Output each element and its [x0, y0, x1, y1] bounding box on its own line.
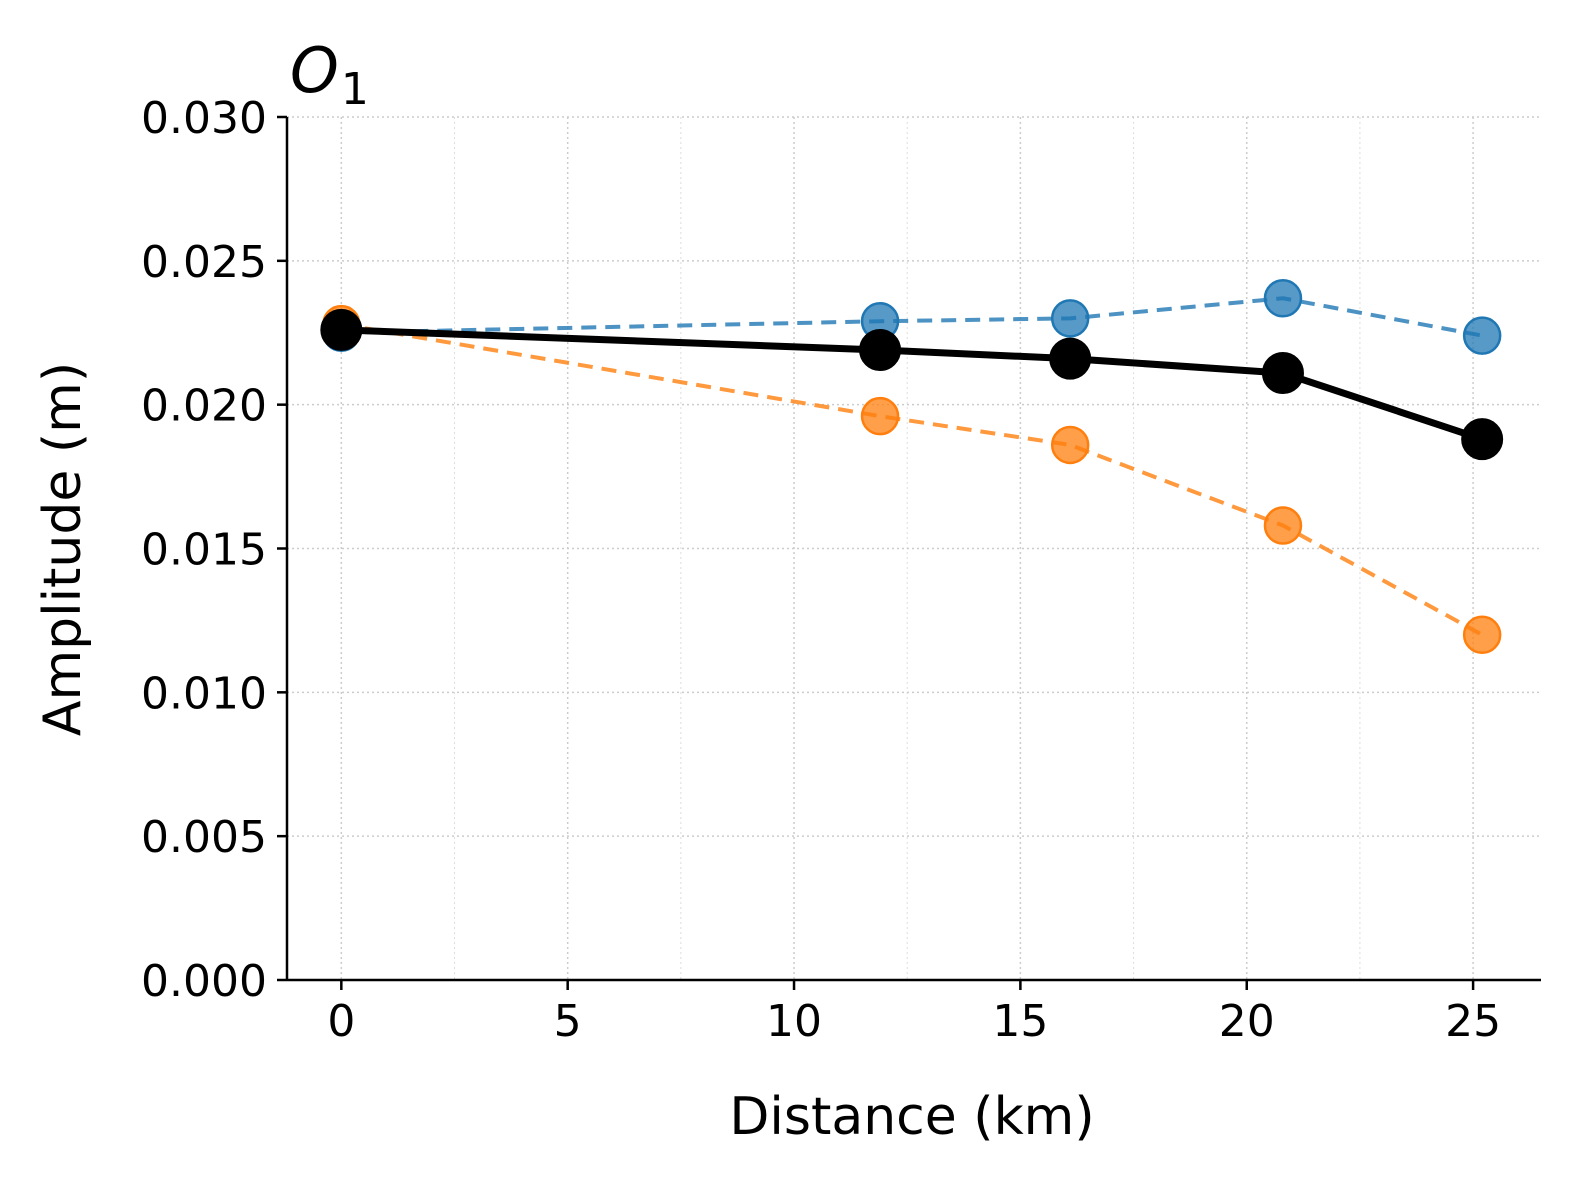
data-point-black-solid	[320, 308, 363, 351]
series-blue-dashed	[322, 278, 1502, 355]
y-tick-label: 0.005	[141, 812, 267, 863]
x-tick-label: 5	[554, 996, 582, 1047]
y-tick-label: 0.000	[141, 956, 267, 1007]
series-layer	[320, 278, 1504, 655]
series-black-solid	[320, 308, 1504, 461]
data-point-black-solid	[1049, 337, 1092, 380]
series-line-orange-dashed	[340, 322, 1484, 637]
data-point-blue-dashed	[1263, 278, 1303, 318]
data-point-blue-dashed	[1050, 299, 1090, 338]
y-ticks: 0.000 0.005 0.010 0.015 0.020 0.025 0.030	[141, 93, 287, 1007]
x-axis-label: Distance (km)	[729, 1087, 1094, 1147]
x-ticks: 0 5 10 15 20 25	[327, 980, 1501, 1047]
grid	[287, 116, 1541, 981]
data-point-orange-dashed	[860, 396, 900, 436]
x-tick-label: 20	[1219, 996, 1275, 1047]
y-axis-label: Amplitude (m)	[33, 362, 93, 736]
x-tick-label: 10	[766, 996, 822, 1047]
y-tick-label: 0.015	[141, 525, 267, 576]
series-orange-dashed	[322, 304, 1502, 655]
data-point-orange-dashed	[1050, 425, 1090, 465]
x-tick-label: 25	[1445, 996, 1501, 1047]
series-line-blue-dashed	[341, 296, 1483, 338]
data-point-orange-dashed	[1462, 615, 1502, 655]
data-point-black-solid	[859, 329, 902, 372]
chart-title: O1	[290, 34, 369, 115]
data-point-black-solid	[1261, 352, 1304, 395]
data-point-black-solid	[1461, 418, 1504, 461]
y-tick-label: 0.010	[141, 668, 267, 719]
data-point-blue-dashed	[1462, 316, 1502, 355]
chart-title-subscript: 1	[341, 64, 369, 115]
x-tick-label: 15	[992, 996, 1048, 1047]
x-tick-label: 0	[327, 996, 355, 1047]
y-tick-label: 0.030	[141, 93, 267, 144]
y-tick-label: 0.025	[141, 237, 267, 288]
chart-title-main: O	[290, 34, 339, 107]
y-tick-label: 0.020	[141, 381, 267, 432]
data-point-orange-dashed	[1263, 506, 1303, 545]
